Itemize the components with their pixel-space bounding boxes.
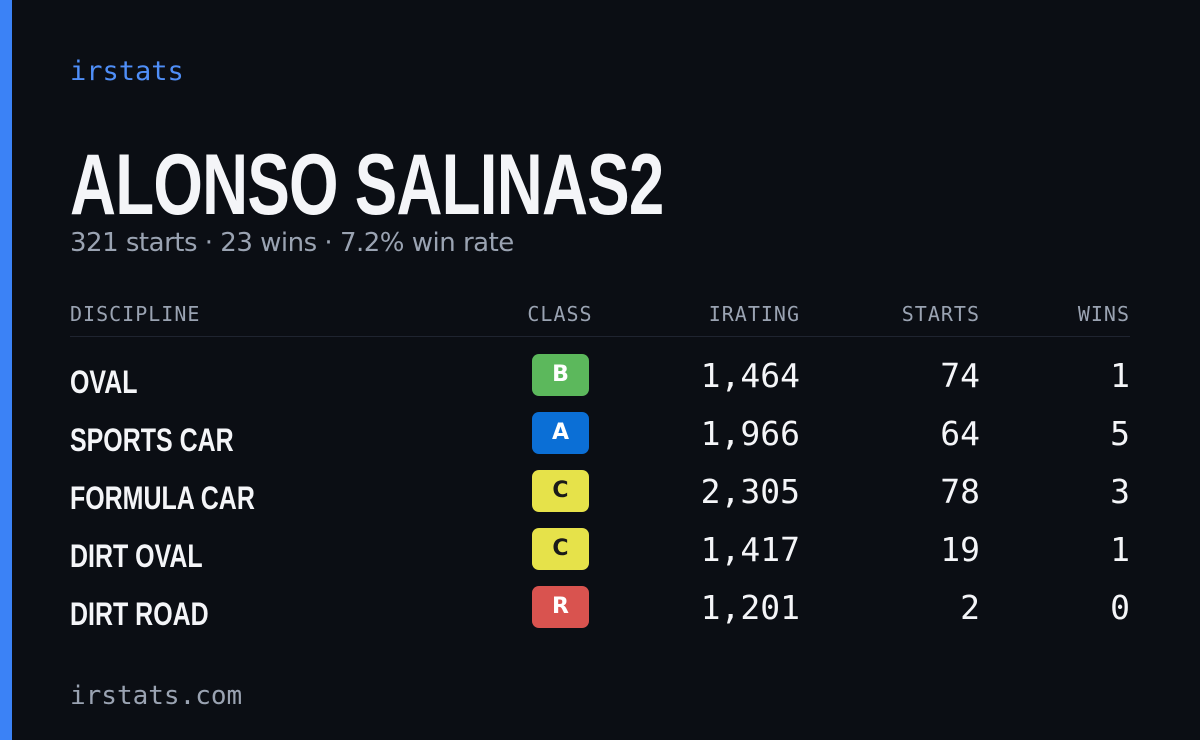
irating: 2,305: [700, 472, 800, 511]
footer-url: irstats.com: [70, 681, 243, 711]
wins: 5: [1110, 414, 1130, 453]
summary: 321 starts · 23 wins · 7.2% win rate: [70, 228, 514, 258]
wins: 1: [1110, 356, 1130, 395]
irating: 1,417: [700, 530, 800, 569]
starts: 64: [940, 414, 980, 453]
class-badge: R: [532, 586, 589, 628]
discipline: DIRT OVAL: [70, 538, 203, 574]
column-header: STARTS: [901, 302, 980, 326]
column-header: WINS: [1077, 302, 1130, 326]
class-badge: C: [532, 470, 589, 512]
discipline: OVAL: [70, 364, 138, 400]
starts: 74: [940, 356, 980, 395]
wins: 0: [1110, 588, 1130, 627]
driver-name: ALONSO SALINAS2: [70, 137, 664, 233]
discipline: DIRT ROAD: [70, 596, 209, 632]
wins: 1: [1110, 530, 1130, 569]
discipline: SPORTS CAR: [70, 422, 234, 458]
column-header: CLASS: [527, 302, 593, 326]
class-badge: C: [532, 528, 589, 570]
discipline: FORMULA CAR: [70, 480, 255, 516]
starts: 2: [960, 588, 980, 627]
irating: 1,966: [700, 414, 800, 453]
column-header: DISCIPLINE: [70, 302, 201, 326]
starts: 19: [940, 530, 980, 569]
irating: 1,201: [700, 588, 800, 627]
irating: 1,464: [700, 356, 800, 395]
class-badge: A: [532, 412, 589, 454]
header-rule: [70, 336, 1130, 337]
brand: irstats: [70, 56, 184, 87]
class-badge: B: [532, 354, 589, 396]
column-header: IRATING: [708, 302, 800, 326]
wins: 3: [1110, 472, 1130, 511]
starts: 78: [940, 472, 980, 511]
accent-bar: [0, 0, 12, 740]
